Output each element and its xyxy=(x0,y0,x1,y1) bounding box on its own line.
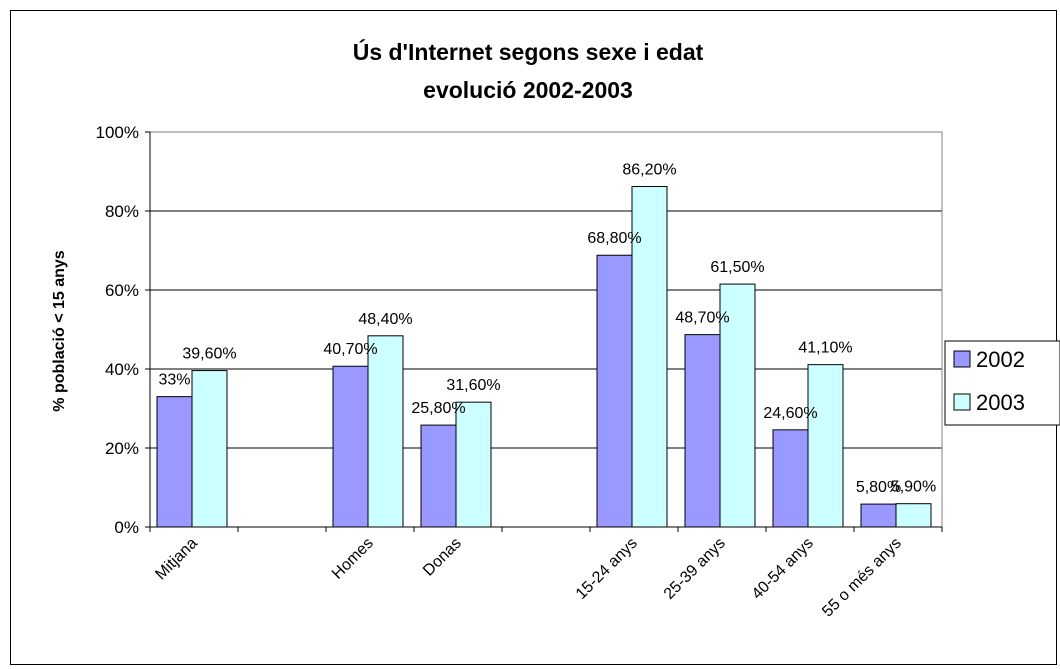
bar-2003-7 xyxy=(807,364,844,528)
data-label-2002: 48,70% xyxy=(675,310,729,327)
x-tick-labels: Mitjana Homes Donas 15-24 anys 25-39 anys 40-… xyxy=(152,535,904,621)
y-tick-label: 20% xyxy=(105,439,139,458)
chart-frame xyxy=(10,10,1057,665)
x-tick-label: Donas xyxy=(420,535,465,580)
x-tick-label: Homes xyxy=(329,535,377,583)
x-tick-label: 25-39 anys xyxy=(661,535,729,603)
bar-2003-8 xyxy=(895,503,932,528)
y-tick-label: 100% xyxy=(96,123,139,142)
bars xyxy=(156,186,932,528)
chart-title-line-1: Ús d'Internet segons sexe i edat xyxy=(353,38,704,65)
bar-2003-2 xyxy=(367,335,404,528)
bar-2002-2 xyxy=(332,365,369,528)
y-tick-label: 60% xyxy=(105,281,139,300)
data-labels: 33% 39,60% 40,70% 48,40% 25,80% 31,60% 68,80% 8… xyxy=(158,162,936,497)
chart-title-line-2: evolució 2002-2003 xyxy=(423,77,633,103)
data-label-2003: 41,10% xyxy=(798,340,852,357)
data-label-2002: 68,80% xyxy=(587,230,641,247)
legend-label-2003: 2003 xyxy=(976,390,1025,415)
bar-2003-0 xyxy=(191,370,228,528)
x-tick-label: 55 o més anys xyxy=(819,535,905,621)
bar-2002-0 xyxy=(156,396,193,528)
data-label-2003: 61,50% xyxy=(710,259,764,276)
data-label-2002: 5,80% xyxy=(856,479,901,496)
data-label-2002: 40,70% xyxy=(323,341,377,358)
data-label-2003: 86,20% xyxy=(622,162,676,179)
x-tick-label: Mitjana xyxy=(152,535,201,584)
legend-swatch-2002 xyxy=(953,350,971,368)
legend-label-2002: 2002 xyxy=(976,347,1025,372)
axes xyxy=(145,131,943,532)
data-label-2002: 24,60% xyxy=(763,405,817,422)
bar-2002-6 xyxy=(684,334,721,528)
data-label-2002: 33% xyxy=(158,372,190,389)
y-tick-label: 80% xyxy=(105,202,139,221)
bar-2003-6 xyxy=(719,283,756,528)
bar-2003-5 xyxy=(631,186,668,528)
y-tick-label: 40% xyxy=(105,360,139,379)
y-tick-labels: 0% 20% 40% 60% 80% 100% xyxy=(96,123,139,537)
bar-2002-7 xyxy=(772,429,809,528)
data-label-2003: 39,60% xyxy=(182,346,236,363)
x-tick-label: 15-24 anys xyxy=(573,535,641,603)
bar-2002-3 xyxy=(420,424,457,528)
y-tick-label: 0% xyxy=(114,518,139,537)
legend-swatch-2003 xyxy=(953,393,971,411)
bar-2003-3 xyxy=(455,401,492,528)
data-label-2003: 31,60% xyxy=(446,377,500,394)
bar-2002-5 xyxy=(596,254,633,528)
data-label-2002: 25,80% xyxy=(411,400,465,417)
data-label-2003: 48,40% xyxy=(358,311,412,328)
data-label-2003: 5,90% xyxy=(891,479,936,496)
legend: 2002 2003 xyxy=(944,340,1060,426)
bar-2002-8 xyxy=(860,503,897,528)
chart-title: Ús d'Internet segons sexe i edat evoluci… xyxy=(353,38,704,103)
y-axis-label: % població < 15 anys xyxy=(51,250,68,412)
x-tick-label: 40-54 anys xyxy=(749,535,817,603)
